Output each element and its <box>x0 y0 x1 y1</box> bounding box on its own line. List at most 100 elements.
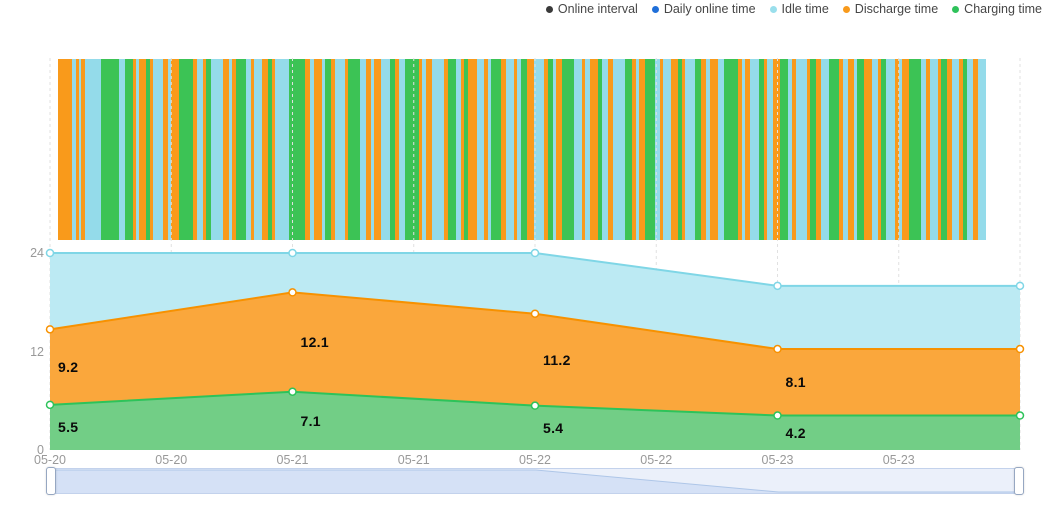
discharge-time-area[interactable] <box>50 292 1020 416</box>
interval-stripe <box>168 59 171 240</box>
charging-value-label: 4.2 <box>785 424 806 441</box>
interval-stripe <box>289 59 305 240</box>
interval-stripe <box>671 59 678 240</box>
interval-stripe <box>272 59 275 240</box>
legend-item-discharge-time[interactable]: Discharge time <box>842 2 938 16</box>
interval-stripe <box>899 59 902 240</box>
x-axis-label: 05-20 <box>155 453 188 467</box>
interval-stripe <box>381 59 390 240</box>
data-point <box>45 248 55 258</box>
interval-stripe <box>608 59 613 240</box>
x-axis-label: 05-22 <box>640 453 673 467</box>
interval-stripe <box>419 59 422 240</box>
interval-stripe <box>602 59 608 240</box>
interval-stripe <box>488 59 491 240</box>
interval-stripe <box>645 59 655 240</box>
interval-stripe <box>246 59 251 240</box>
interval-stripe <box>952 59 959 240</box>
interval-stripe <box>517 59 521 240</box>
x-axis-label: 05-20 <box>34 453 66 467</box>
interval-stripe <box>582 59 585 240</box>
interval-stripe <box>978 59 986 240</box>
interval-stripe <box>585 59 590 240</box>
legend-item-charging-time[interactable]: Charging time <box>952 2 1042 16</box>
interval-stripe <box>125 59 133 240</box>
x-axis-label: 05-23 <box>882 453 915 467</box>
interval-stripe <box>374 59 381 240</box>
interval-stripe <box>718 59 724 240</box>
interval-stripe <box>444 59 448 240</box>
online-interval-strip[interactable] <box>58 59 986 240</box>
interval-stripe <box>314 59 322 240</box>
datazoom-right-handle[interactable] <box>1014 467 1024 495</box>
interval-stripe <box>448 59 456 240</box>
interval-stripe <box>807 59 810 240</box>
interval-stripe <box>133 59 136 240</box>
interval-stripe <box>534 59 544 240</box>
interval-stripe <box>335 59 345 240</box>
legend-item-label: Charging time <box>964 2 1042 16</box>
data-point <box>288 288 297 297</box>
interval-stripe <box>663 59 671 240</box>
interval-stripe <box>426 59 432 240</box>
legend-item-label: Online interval <box>557 2 638 16</box>
datazoom-slider[interactable] <box>46 467 1024 495</box>
charging-time-area[interactable] <box>50 391 1020 450</box>
interval-stripe <box>405 59 419 240</box>
interval-stripe <box>236 59 246 240</box>
interval-stripe <box>764 59 767 240</box>
interval-stripe <box>72 59 76 240</box>
legend-dot-icon <box>545 5 553 13</box>
interval-stripe <box>590 59 598 240</box>
interval-stripe <box>636 59 639 240</box>
interval-stripe <box>902 59 909 240</box>
interval-stripe <box>857 59 864 240</box>
idle-time-area[interactable] <box>50 253 1020 350</box>
interval-stripe <box>682 59 685 240</box>
interval-stripe <box>544 59 548 240</box>
interval-stripe <box>886 59 895 240</box>
interval-stripe <box>310 59 314 240</box>
data-point <box>773 411 782 420</box>
legend-item-online-interval[interactable]: Online interval <box>545 2 638 16</box>
interval-stripe <box>456 59 461 240</box>
data-point <box>288 248 297 258</box>
interval-stripe <box>79 59 81 240</box>
interval-stripe <box>506 59 514 240</box>
legend-dot-icon <box>842 5 850 13</box>
interval-stripe <box>926 59 930 240</box>
interval-stripe <box>598 59 602 240</box>
interval-stripe <box>468 59 477 240</box>
x-axis-label: 05-21 <box>276 453 309 467</box>
interval-stripe <box>660 59 663 240</box>
interval-stripe <box>881 59 886 240</box>
x-axis-label: 05-23 <box>761 453 794 467</box>
legend-item-idle-time[interactable]: Idle time <box>769 2 829 16</box>
datazoom-left-handle[interactable] <box>46 467 56 495</box>
interval-stripe <box>816 59 821 240</box>
interval-stripe <box>967 59 973 240</box>
y-axis-label: 24 <box>30 246 44 260</box>
interval-stripe <box>796 59 807 240</box>
interval-stripe <box>193 59 197 240</box>
data-point <box>773 344 782 354</box>
y-axis-label: 12 <box>30 344 44 359</box>
interval-stripe <box>464 59 468 240</box>
interval-stripe <box>750 59 759 240</box>
legend-item-daily-online-time[interactable]: Daily online time <box>651 2 756 16</box>
interval-stripe <box>738 59 742 240</box>
discharge-value-label: 8.1 <box>785 374 806 391</box>
interval-stripe <box>773 59 780 240</box>
charging-value-label: 5.5 <box>58 419 79 436</box>
interval-stripe <box>521 59 527 240</box>
interval-stripe <box>232 59 236 240</box>
datazoom-shadow-area <box>51 470 1019 493</box>
interval-stripe <box>203 59 206 240</box>
charging-value-label: 5.4 <box>543 419 564 436</box>
x-axis-label: 05-22 <box>519 453 551 467</box>
interval-stripe <box>548 59 553 240</box>
interval-stripe <box>878 59 881 240</box>
interval-stripe <box>685 59 695 240</box>
interval-stripe <box>556 59 562 240</box>
